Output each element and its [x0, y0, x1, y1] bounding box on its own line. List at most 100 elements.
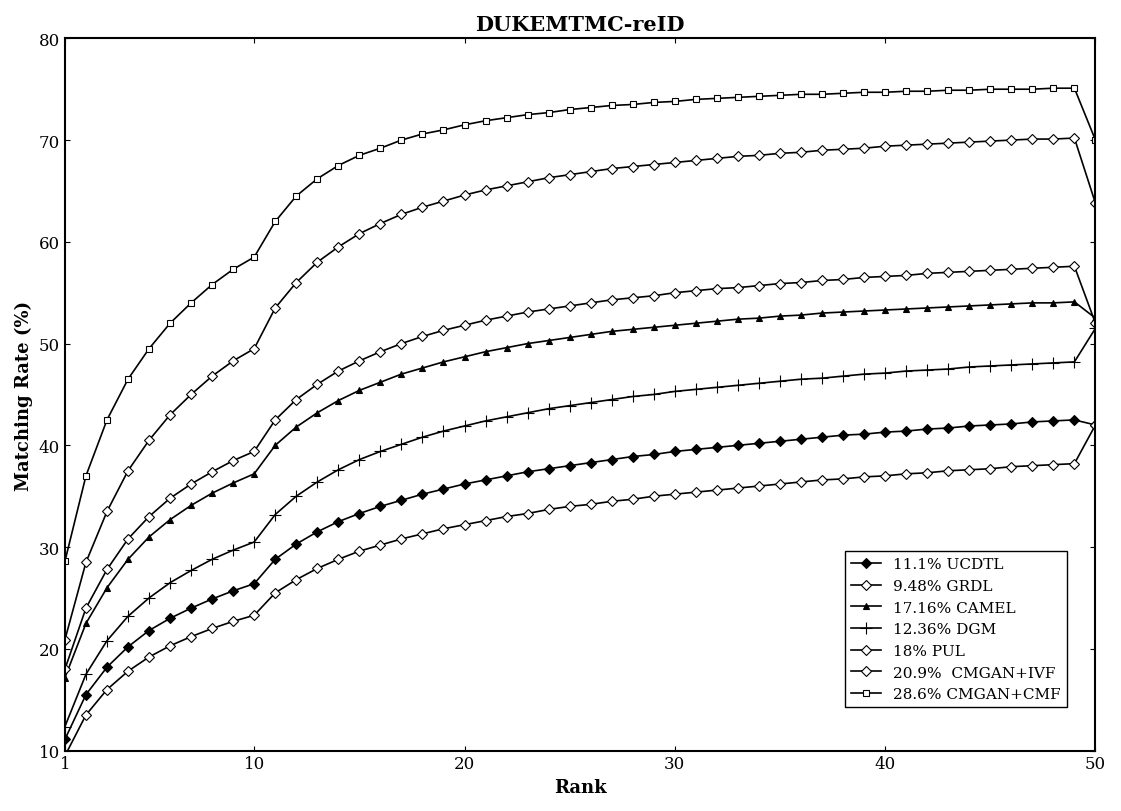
20.9%  CMGAN+IVF — [121, 466, 135, 476]
20.9%  CMGAN+IVF — [437, 197, 451, 207]
20.9%  CMGAN+IVF — [773, 149, 787, 159]
12.36% DGM — [773, 377, 787, 387]
12.36% DGM — [563, 401, 576, 411]
Line: 9.48% GRDL: 9.48% GRDL — [62, 422, 1099, 759]
9.48% GRDL — [248, 611, 261, 620]
17.16% CAMEL — [963, 302, 976, 311]
11.1% UCDTL — [1067, 415, 1081, 425]
12.36% DGM — [395, 440, 408, 449]
17.16% CAMEL — [353, 386, 367, 396]
11.1% UCDTL — [983, 421, 997, 431]
17.16% CAMEL — [1047, 298, 1060, 308]
18% PUL — [879, 272, 892, 282]
9.48% GRDL — [795, 478, 808, 487]
28.6% CMGAN+CMF — [416, 130, 429, 139]
28.6% CMGAN+CMF — [584, 104, 597, 114]
28.6% CMGAN+CMF — [858, 88, 871, 98]
18% PUL — [836, 275, 850, 285]
28.6% CMGAN+CMF — [142, 345, 156, 354]
17.16% CAMEL — [647, 323, 660, 333]
9.48% GRDL — [668, 490, 682, 500]
9.48% GRDL — [121, 667, 135, 676]
11.1% UCDTL — [416, 490, 429, 500]
20.9%  CMGAN+IVF — [752, 152, 766, 161]
20.9%  CMGAN+IVF — [879, 142, 892, 152]
9.48% GRDL — [899, 470, 912, 479]
18% PUL — [353, 357, 367, 367]
18% PUL — [164, 494, 177, 504]
17.16% CAMEL — [373, 378, 387, 388]
28.6% CMGAN+CMF — [332, 161, 345, 171]
12.36% DGM — [521, 409, 535, 418]
12.36% DGM — [80, 670, 93, 680]
18% PUL — [248, 447, 261, 457]
12.36% DGM — [269, 510, 282, 520]
11.1% UCDTL — [710, 443, 723, 453]
18% PUL — [963, 267, 976, 277]
9.48% GRDL — [879, 471, 892, 481]
28.6% CMGAN+CMF — [836, 89, 850, 99]
20.9%  CMGAN+IVF — [311, 258, 324, 268]
9.48% GRDL — [1004, 462, 1018, 472]
28.6% CMGAN+CMF — [983, 85, 997, 95]
11.1% UCDTL — [795, 435, 808, 444]
12.36% DGM — [500, 413, 513, 423]
Legend: 11.1% UCDTL, 9.48% GRDL, 17.16% CAMEL, 12.36% DGM, 18% PUL, 20.9%  CMGAN+IVF, 28: 11.1% UCDTL, 9.48% GRDL, 17.16% CAMEL, 1… — [844, 551, 1067, 707]
17.16% CAMEL — [584, 330, 597, 340]
18% PUL — [920, 269, 934, 279]
17.16% CAMEL — [626, 325, 639, 335]
11.1% UCDTL — [647, 450, 660, 460]
20.9%  CMGAN+IVF — [584, 168, 597, 178]
18% PUL — [983, 266, 997, 276]
17.16% CAMEL — [311, 409, 324, 418]
9.48% GRDL — [395, 534, 408, 544]
20.9%  CMGAN+IVF — [100, 507, 113, 517]
11.1% UCDTL — [1088, 421, 1102, 431]
28.6% CMGAN+CMF — [311, 174, 324, 184]
9.48% GRDL — [689, 487, 703, 497]
11.1% UCDTL — [920, 425, 934, 435]
9.48% GRDL — [963, 466, 976, 475]
18% PUL — [437, 326, 451, 336]
12.36% DGM — [289, 491, 303, 501]
18% PUL — [226, 456, 240, 466]
28.6% CMGAN+CMF — [920, 88, 934, 97]
11.1% UCDTL — [100, 663, 113, 672]
9.48% GRDL — [184, 632, 197, 642]
12.36% DGM — [879, 369, 892, 379]
20.9%  CMGAN+IVF — [1026, 135, 1039, 144]
12.36% DGM — [184, 566, 197, 576]
18% PUL — [121, 534, 135, 544]
12.36% DGM — [121, 611, 135, 621]
18% PUL — [626, 294, 639, 303]
9.48% GRDL — [942, 466, 955, 476]
12.36% DGM — [605, 395, 619, 405]
18% PUL — [205, 467, 219, 477]
18% PUL — [541, 305, 555, 315]
28.6% CMGAN+CMF — [184, 298, 197, 308]
28.6% CMGAN+CMF — [164, 319, 177, 328]
12.36% DGM — [584, 398, 597, 408]
28.6% CMGAN+CMF — [731, 93, 744, 103]
12.36% DGM — [1026, 359, 1039, 369]
20.9%  CMGAN+IVF — [858, 144, 871, 154]
28.6% CMGAN+CMF — [226, 265, 240, 275]
17.16% CAMEL — [899, 305, 912, 315]
17.16% CAMEL — [164, 515, 177, 525]
18% PUL — [521, 308, 535, 318]
28.6% CMGAN+CMF — [353, 152, 367, 161]
20.9%  CMGAN+IVF — [500, 182, 513, 191]
20.9%  CMGAN+IVF — [605, 165, 619, 174]
11.1% UCDTL — [689, 445, 703, 455]
17.16% CAMEL — [437, 358, 451, 367]
11.1% UCDTL — [332, 517, 345, 527]
9.48% GRDL — [58, 751, 72, 761]
28.6% CMGAN+CMF — [647, 98, 660, 108]
18% PUL — [500, 312, 513, 322]
12.36% DGM — [899, 367, 912, 376]
18% PUL — [942, 268, 955, 278]
9.48% GRDL — [1026, 461, 1039, 471]
9.48% GRDL — [373, 540, 387, 550]
18% PUL — [184, 479, 197, 489]
20.9%  CMGAN+IVF — [836, 145, 850, 155]
